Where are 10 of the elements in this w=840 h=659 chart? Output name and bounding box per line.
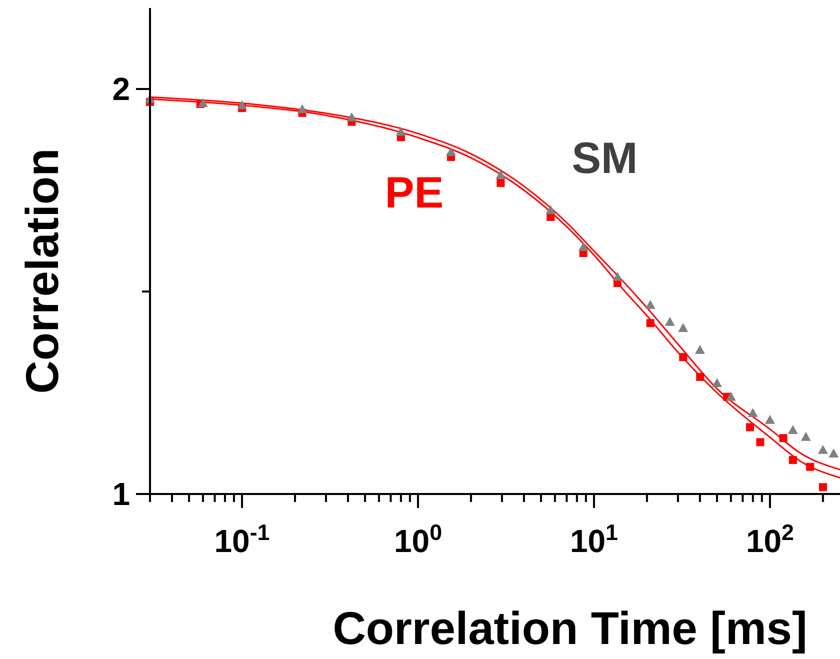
series-label: SM — [572, 134, 638, 184]
x-tick-label: 10$^{0}$ — [394, 520, 442, 559]
y-tick-label: 1 — [112, 476, 130, 512]
x-tick-label: 10$^{2}$ — [746, 520, 794, 559]
x-tick-label: 10$^{-1}$ — [214, 520, 270, 559]
y-tick-label: 2 — [112, 71, 130, 107]
x-tick-label: 10$^{1}$ — [570, 520, 618, 559]
y-axis-title: Correlation — [16, 148, 68, 394]
series-label: PE — [384, 168, 444, 218]
x-axis-title: Correlation Time [ms] — [332, 602, 808, 654]
